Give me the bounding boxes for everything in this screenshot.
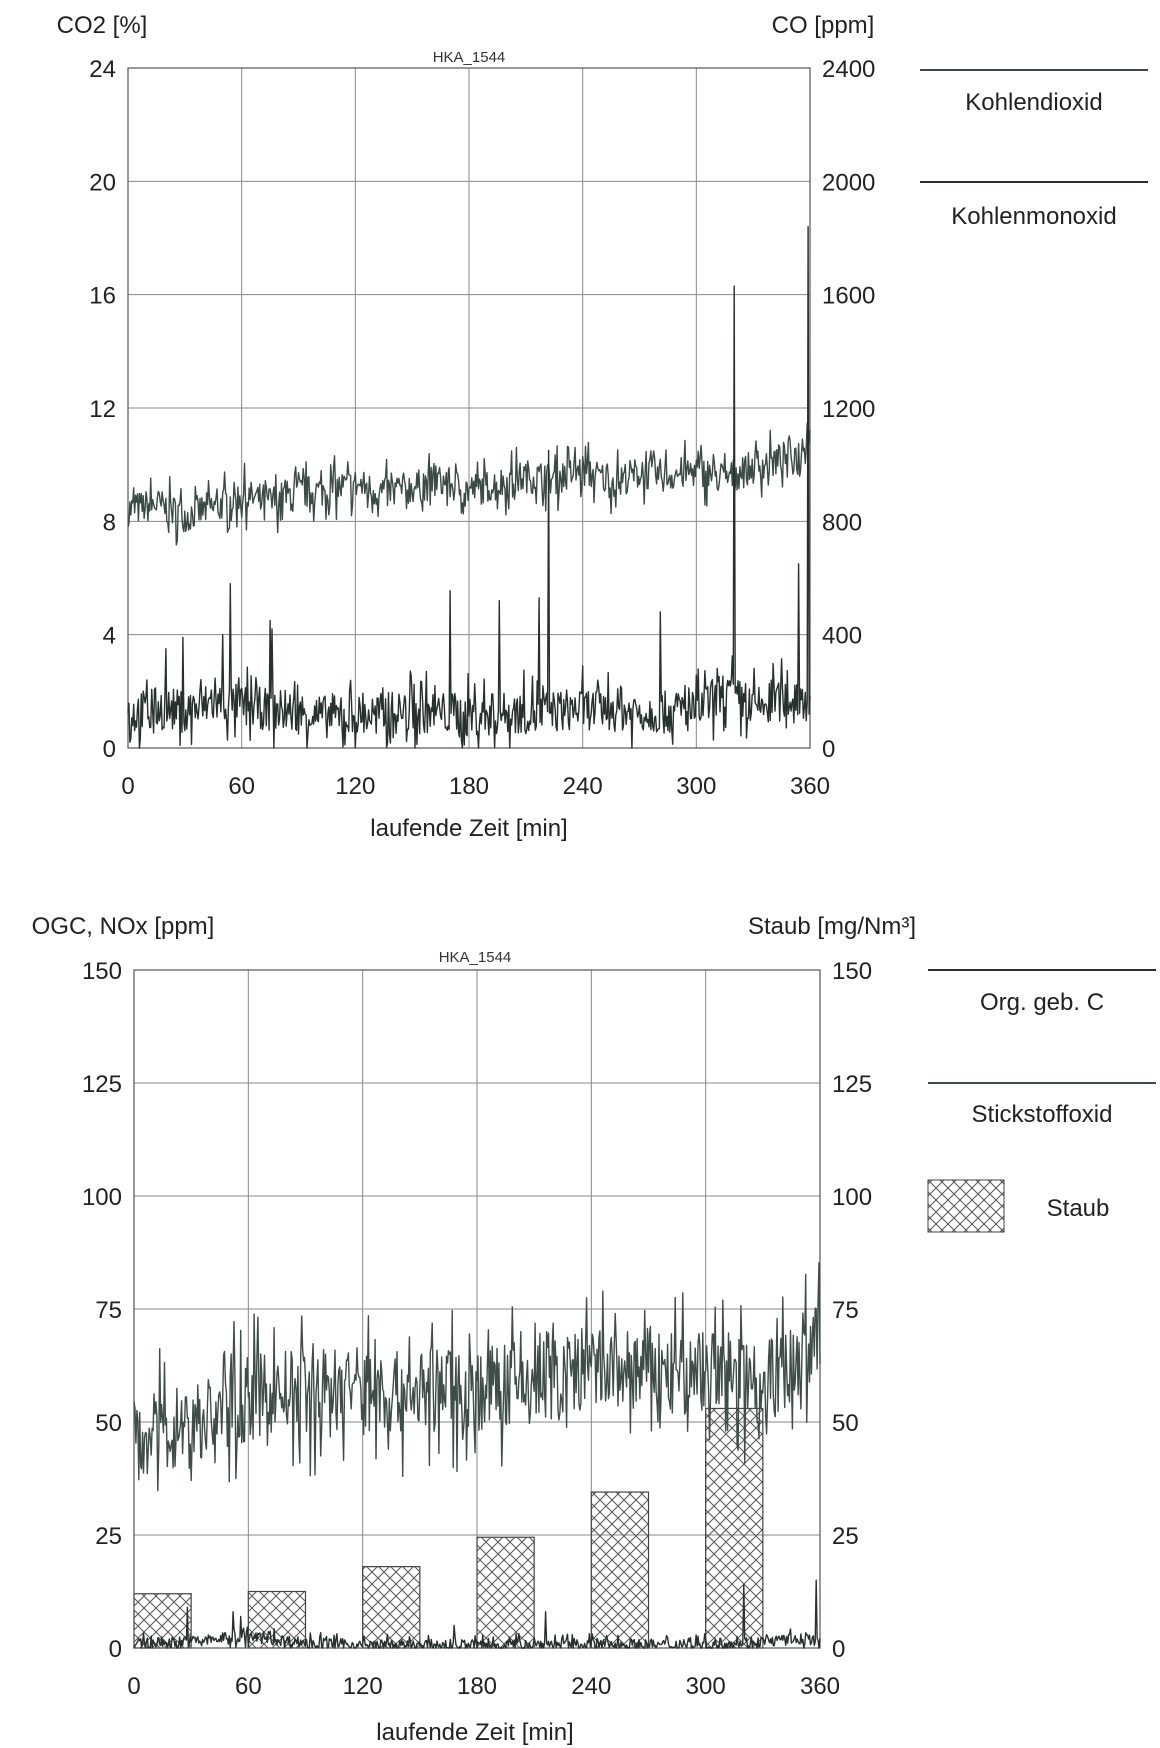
x-tick-label: 300 <box>686 1673 726 1700</box>
series-line-stickstoffoxid <box>133 1262 821 1492</box>
x-tick-label: 180 <box>449 773 489 800</box>
legend-label-org-geb-c: Org. geb. C <box>980 989 1104 1016</box>
y-left-tick-label: 150 <box>82 958 122 985</box>
legend-label-staub: Staub <box>1047 1195 1110 1222</box>
y-right-tick-label: 50 <box>832 1410 859 1437</box>
y-left-tick-label: 0 <box>109 1636 122 1663</box>
y-left-tick-label: 16 <box>89 283 116 310</box>
series-group <box>127 226 811 749</box>
y-right-tick-label: 2000 <box>822 169 875 196</box>
dust-bars <box>133 1407 764 1649</box>
staub-bar <box>590 1491 650 1649</box>
y-right-tick-label: 0 <box>832 1636 845 1663</box>
chart-title: HKA_1544 <box>439 949 512 966</box>
x-tick-label: 60 <box>228 773 255 800</box>
y-left-tick-label: 100 <box>82 1184 122 1211</box>
x-tick-label: 0 <box>121 773 134 800</box>
series-group <box>133 1262 821 1649</box>
y-right-tick-label: 400 <box>822 623 862 650</box>
y-right-tick-label: 2400 <box>822 56 875 83</box>
legend-swatch-staub <box>927 1179 1005 1233</box>
y-right-tick-label: 800 <box>822 509 862 536</box>
y-right-tick-label: 0 <box>822 736 835 763</box>
y-right-tick-label: 1600 <box>822 283 875 310</box>
y-right-axis-title: Staub [mg/Nm³] <box>748 913 916 940</box>
chart-title: HKA_1544 <box>433 49 506 66</box>
y-left-axis-title: CO2 [%] <box>57 12 148 39</box>
y-left-tick-label: 12 <box>89 396 116 423</box>
y-left-tick-label: 50 <box>95 1410 122 1437</box>
series-line-kohlendioxid <box>127 421 811 546</box>
ogc-nox-dust-chart: 0 60 120 180 240 300 360 0 25 50 75 100 125 150 0 25 50 7… <box>32 913 1156 1746</box>
y-left-tick-label: 75 <box>95 1297 122 1324</box>
x-tick-label: 120 <box>343 1673 383 1700</box>
co2-co-chart: 0 60 120 180 240 300 3600481216202404008001200… <box>57 12 1148 842</box>
legend: Kohlendioxid Kohlenmonoxid <box>920 69 1148 230</box>
legend: Org. geb. C Stickstoffoxid Staub <box>927 969 1156 1233</box>
tick-labels: 0 60 120 180 240 300 3600481216202404008001200… <box>89 56 875 800</box>
staub-bar <box>705 1407 764 1649</box>
y-right-tick-label: 25 <box>832 1523 859 1550</box>
x-tick-label: 360 <box>800 1673 840 1700</box>
x-tick-label: 300 <box>676 773 716 800</box>
plot-frame <box>127 67 811 749</box>
y-right-tick-label: 150 <box>832 958 872 985</box>
y-left-tick-label: 0 <box>103 736 116 763</box>
x-tick-label: 180 <box>457 1673 497 1700</box>
y-left-tick-label: 125 <box>82 1071 122 1098</box>
x-tick-label: 120 <box>335 773 375 800</box>
tick-labels: 0 60 120 180 240 300 360 0 25 50 75 100 125 150 0 25 50 7… <box>82 958 872 1700</box>
x-tick-label: 240 <box>571 1673 611 1700</box>
y-left-tick-label: 25 <box>95 1523 122 1550</box>
staub-bar <box>362 1566 421 1649</box>
y-right-tick-label: 1200 <box>822 396 875 423</box>
legend-label-stickstoffoxid: Stickstoffoxid <box>972 1101 1113 1128</box>
x-tick-label: 360 <box>790 773 830 800</box>
y-right-axis-title: CO [ppm] <box>772 12 875 39</box>
y-right-tick-label: 100 <box>832 1184 872 1211</box>
x-tick-label: 0 <box>127 1673 140 1700</box>
y-left-tick-label: 24 <box>89 56 116 83</box>
y-left-tick-label: 20 <box>89 169 116 196</box>
x-axis-title: laufende Zeit [min] <box>376 1719 573 1746</box>
y-right-tick-label: 125 <box>832 1071 872 1098</box>
y-left-tick-label: 4 <box>103 623 116 650</box>
y-left-axis-title: OGC, NOx [ppm] <box>32 913 215 940</box>
series-line-org-geb-c <box>133 1579 821 1649</box>
y-left-tick-label: 8 <box>103 509 116 536</box>
x-axis-title: laufende Zeit [min] <box>370 815 567 842</box>
x-tick-label: 60 <box>235 1673 262 1700</box>
staub-bar <box>476 1536 535 1649</box>
legend-label-kohlendioxid: Kohlendioxid <box>965 89 1102 116</box>
legend-label-kohlenmonoxid: Kohlenmonoxid <box>951 203 1116 230</box>
x-tick-label: 240 <box>563 773 603 800</box>
series-line-kohlenmonoxid <box>127 226 811 749</box>
y-right-tick-label: 75 <box>832 1297 859 1324</box>
